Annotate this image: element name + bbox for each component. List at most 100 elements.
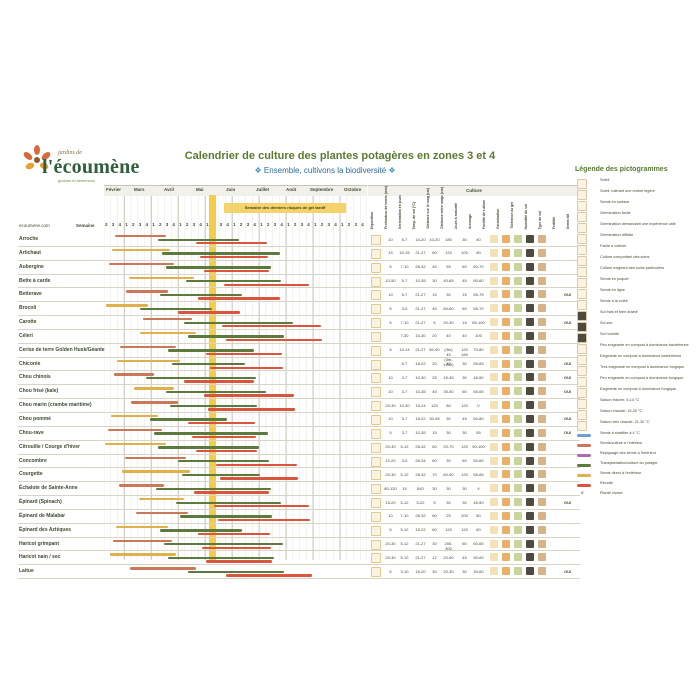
culture-pictogram-icon xyxy=(502,498,510,507)
week-label: 3 xyxy=(192,222,196,227)
week-label: 2 xyxy=(185,222,189,227)
culture-pictogram-icon xyxy=(490,331,498,340)
compost-fungal-icon xyxy=(577,366,587,376)
sun-icon xyxy=(371,567,381,578)
plant-name: Chou-rave xyxy=(19,429,44,436)
culture-cell: 25 xyxy=(446,513,451,519)
site-url: ecoumene.com xyxy=(19,223,50,228)
legend-label: Transplantation/culture au potager xyxy=(600,461,658,465)
culture-pictogram-icon xyxy=(502,345,510,354)
culture-pictogram-icon xyxy=(538,511,546,520)
culture-cell: 7-10 xyxy=(400,264,409,270)
plant-row: Échalote de Sainte-Anne xyxy=(18,482,368,497)
schedule-bar xyxy=(166,390,266,394)
plant-row: Épinard de Malabar xyxy=(18,510,368,524)
plant-name: Chou frisé (kale) xyxy=(19,388,59,395)
culture-pictogram-icon xyxy=(502,331,510,340)
culture-cell: 5-7 xyxy=(401,291,408,297)
culture-cell: 15-20 xyxy=(385,499,396,505)
schedule-bar xyxy=(139,498,184,501)
sun-icon xyxy=(371,442,381,453)
week-label: 2 xyxy=(320,222,324,227)
culture-cell: 30 xyxy=(462,236,467,242)
logo-tagline: graines et semences xyxy=(58,178,95,183)
plant-name: Artichaut xyxy=(19,249,41,256)
plant-name: Chicorée xyxy=(19,360,41,367)
culture-pictogram-icon xyxy=(526,276,534,285)
broadcast-sowing-icon xyxy=(577,300,587,310)
schedule-bar xyxy=(105,442,166,446)
schedule-bar xyxy=(178,311,240,314)
schedule-bar xyxy=(129,276,194,279)
culture-cell: 5-12 xyxy=(400,541,409,547)
week-label: 4 xyxy=(334,222,337,227)
culture-pictogram-icon xyxy=(514,567,522,576)
culture-pictogram-icon xyxy=(490,511,498,520)
culture-cell: 5 xyxy=(389,527,392,533)
culture-cell: 5 xyxy=(433,319,436,325)
culture-pictogram-icon xyxy=(538,373,546,382)
legend-item: Culture exigeant des soins particuliers xyxy=(575,266,695,277)
legend-item: Culture comportant des soins xyxy=(575,255,695,266)
culture-pictogram-icon xyxy=(502,470,510,479)
culture-cell: 15-20 xyxy=(415,568,426,574)
culture-pictogram-icon xyxy=(514,539,522,548)
culture-cell: 10-15 xyxy=(399,250,410,256)
culture-cell: 45 xyxy=(462,278,467,284)
legend-label: Peu exigeante en compost à dominance fon… xyxy=(600,376,684,380)
schedule-bar xyxy=(204,269,269,273)
culture-pictogram-icon xyxy=(526,248,534,257)
culture-pictogram-icon xyxy=(538,525,546,534)
legend-item: Saison très chaude: 21-30 °C xyxy=(575,420,695,431)
culture-cell: 45-50 xyxy=(473,374,484,380)
culture-cell: 100 xyxy=(475,333,482,339)
frost-week-label: Semaine des derniers risques de gel tard… xyxy=(224,203,346,213)
plant-row: Citrouille / Courge d'hiver xyxy=(18,441,368,455)
culture-cell: 60-80 xyxy=(473,416,484,422)
culture-cell: (3m) 45 (3m-1000) xyxy=(443,347,454,368)
culture-cell: 5-12 xyxy=(400,471,409,477)
legend-color-swatch xyxy=(577,434,591,437)
culture-pictogram-icon xyxy=(490,401,498,410)
sun-icon xyxy=(371,331,381,342)
culture-cell: 7-10 xyxy=(400,319,409,325)
culture-cell: V xyxy=(477,485,480,491)
culture-column-header: Tolérance au gel xyxy=(510,202,514,229)
culture-cell: 7-10 xyxy=(400,513,409,519)
week-label: 3 xyxy=(138,222,142,227)
culture-cell: 15-30 xyxy=(415,333,426,339)
culture-cell: 60 xyxy=(462,305,467,311)
week-label: 3 xyxy=(111,222,115,227)
plant-row: Brocoli xyxy=(18,302,368,317)
culture-pictogram-icon xyxy=(490,498,498,507)
culture-cell: 20 xyxy=(432,333,437,339)
culture-row: 5 5-12 15-22 60 120 120 60 xyxy=(368,524,580,538)
culture-cell: 21-27 xyxy=(415,305,426,311)
schedule-bar xyxy=(115,235,166,238)
culture-cell: 3-10 xyxy=(400,568,409,574)
culture-pictogram-icon xyxy=(490,262,498,271)
culture-pictogram-icon xyxy=(490,414,498,423)
culture-cell: 60 xyxy=(462,388,467,394)
culture-pictogram-icon xyxy=(502,359,510,368)
week-label: 4 xyxy=(118,222,121,227)
culture-cell: 45 xyxy=(432,305,437,311)
culture-cell: 70 xyxy=(432,471,437,477)
culture-cell: 3-5 xyxy=(401,305,408,311)
culture-cell: 45 xyxy=(432,388,437,394)
legend-label: Semis direct à l'extérieur xyxy=(600,471,642,475)
legend-label: Récolte xyxy=(600,481,613,485)
culture-pictogram-icon xyxy=(490,470,498,479)
plant-row: Chicorée xyxy=(18,358,368,372)
culture-cell: 90-100 xyxy=(472,444,485,450)
schedule-bar xyxy=(218,518,310,522)
week-label: 3 xyxy=(273,222,277,227)
culture-cell: 120 180 xyxy=(461,347,468,358)
culture-pictogram-icon xyxy=(526,359,534,368)
culture-cell: 5 xyxy=(389,319,392,325)
schedule-bar xyxy=(198,532,270,536)
culture-pictogram-icon xyxy=(514,511,522,520)
sun-icon xyxy=(371,248,381,259)
culture-cell: 60-70 xyxy=(473,264,484,270)
week-label: 1 xyxy=(314,222,317,227)
